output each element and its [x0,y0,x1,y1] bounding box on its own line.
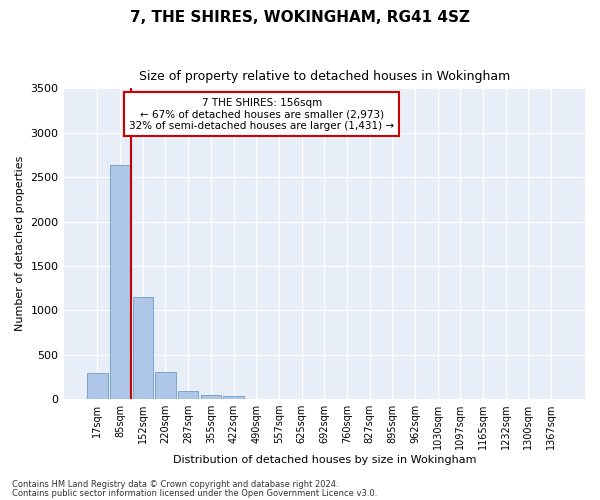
Text: Contains HM Land Registry data © Crown copyright and database right 2024.: Contains HM Land Registry data © Crown c… [12,480,338,489]
X-axis label: Distribution of detached houses by size in Wokingham: Distribution of detached houses by size … [173,455,476,465]
Bar [110,164,130,399]
Bar [200,395,221,399]
Title: Size of property relative to detached houses in Wokingham: Size of property relative to detached ho… [139,70,510,83]
Bar [155,372,176,399]
Bar [178,390,199,399]
Bar [133,297,153,399]
Text: 7, THE SHIRES, WOKINGHAM, RG41 4SZ: 7, THE SHIRES, WOKINGHAM, RG41 4SZ [130,10,470,25]
Y-axis label: Number of detached properties: Number of detached properties [15,156,25,332]
Text: Contains public sector information licensed under the Open Government Licence v3: Contains public sector information licen… [12,488,377,498]
Bar [87,374,107,399]
Text: 7 THE SHIRES: 156sqm
← 67% of detached houses are smaller (2,973)
32% of semi-de: 7 THE SHIRES: 156sqm ← 67% of detached h… [129,98,394,131]
Bar [223,396,244,399]
